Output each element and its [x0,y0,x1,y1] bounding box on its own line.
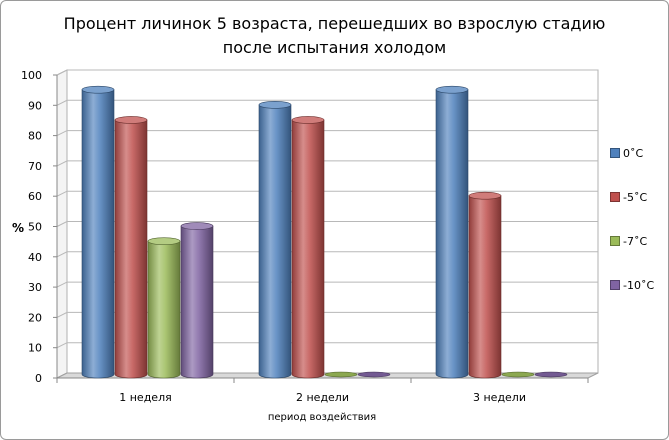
gridline [56,99,598,106]
x-axis-label: период воздействия [268,412,376,423]
y-tick-label: 10 [28,342,42,355]
legend-label: 0˚C [623,147,644,160]
bar [435,85,469,379]
gridline [56,69,598,76]
legend-swatch [610,280,620,290]
gridline [56,281,598,288]
bar [534,371,568,378]
gridline [56,190,598,197]
gridline [56,160,598,167]
gridline [56,221,598,227]
gridline [56,251,598,258]
legend-label: -5˚C [623,191,648,204]
legend-swatch [610,192,620,202]
y-tick-label: 0 [35,372,42,385]
y-tick-label: 100 [21,69,42,82]
bar [180,222,214,379]
legend-label: -7˚C [623,235,648,248]
y-tick-label: 20 [28,311,42,324]
legend-swatch [610,148,620,158]
bar [324,371,358,378]
y-tick-label: 90 [28,99,42,112]
bar [81,85,115,379]
legend-item: -5˚C [610,192,647,204]
y-tick-label: 30 [28,281,42,294]
legend-label: -10˚C [623,279,655,292]
bar [468,191,502,379]
gridline [56,311,598,318]
y-tick-label: 40 [28,251,42,264]
legend-item: 0˚C [610,148,643,160]
chart-title-line-2: после испытания холодом [222,38,447,57]
x-tick-label: 1 неделя [119,391,171,404]
chart-title-line-1: Процент личинок 5 возраста, перешедших в… [63,14,606,33]
y-axis-label: % [12,221,24,235]
y-tick-label: 80 [28,130,42,143]
gridline [56,130,598,137]
y-tick-label: 60 [28,190,42,203]
legend-item: -7˚C [610,236,647,248]
legend-item: -10˚C [610,280,654,292]
chart-title: Процент личинок 5 возраста, перешедших в… [0,12,669,60]
bar [501,371,535,378]
y-tick-label: 50 [28,221,42,234]
bar [291,116,325,379]
bar [258,101,292,379]
y-tick-label: 70 [28,160,42,173]
x-tick-label: 3 недели [473,391,526,404]
bar [357,371,391,378]
legend-swatch [610,236,620,246]
bar [147,237,181,379]
gridline [56,342,598,349]
bar [114,116,148,379]
x-tick-label: 2 недели [296,391,349,404]
